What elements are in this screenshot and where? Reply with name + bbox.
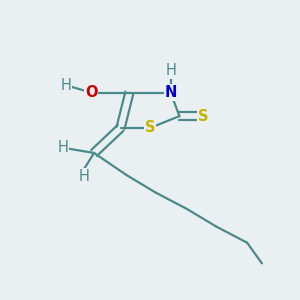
Text: H: H bbox=[78, 169, 89, 184]
Text: O: O bbox=[85, 85, 98, 100]
Text: S: S bbox=[198, 109, 208, 124]
Text: N: N bbox=[164, 85, 177, 100]
Text: H: H bbox=[58, 140, 69, 154]
Text: H: H bbox=[165, 63, 176, 78]
Text: S: S bbox=[145, 120, 155, 135]
Text: H: H bbox=[61, 78, 71, 93]
